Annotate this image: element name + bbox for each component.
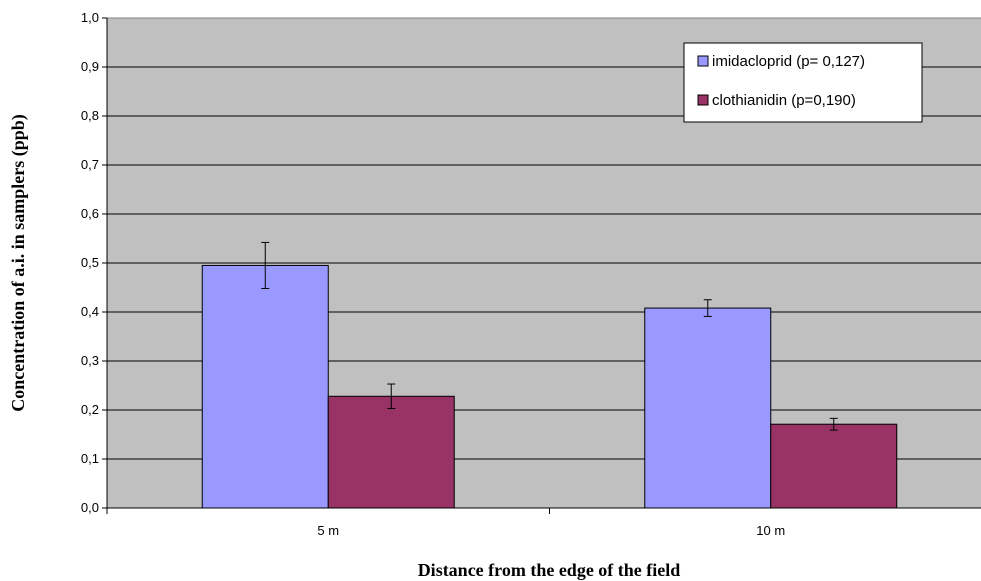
legend-label-imidacloprid: imidacloprid (p= 0,127) bbox=[712, 53, 865, 70]
y-tick-label: 0,9 bbox=[81, 59, 99, 74]
bar-clothianidin-1 bbox=[770, 423, 898, 509]
x-tick-label: 5 m bbox=[317, 523, 339, 538]
x-tick-label: 10 m bbox=[756, 523, 785, 538]
error-bars bbox=[261, 241, 838, 431]
y-tick-label: 0,8 bbox=[81, 108, 99, 123]
bar-imidacloprid-0 bbox=[201, 264, 329, 509]
legend-swatch-imidacloprid bbox=[697, 55, 709, 67]
y-tick-label: 0,4 bbox=[81, 304, 99, 319]
bar-clothianidin-0 bbox=[327, 395, 455, 509]
y-axis-ticks: 0,0 0,1 0,2 0,3 0,4 0,5 0,6 0,7 0,8 0,9 1,0 bbox=[81, 10, 107, 515]
x-axis-title: Distance from the edge of the field bbox=[418, 560, 681, 580]
legend-box bbox=[683, 42, 923, 123]
y-tick-label: 0,7 bbox=[81, 157, 99, 172]
x-axis-ticks: 5 m 10 m bbox=[106, 508, 785, 538]
y-tick-label: 0,6 bbox=[81, 206, 99, 221]
legend-label-clothianidin: clothianidin (p=0,190) bbox=[712, 92, 856, 109]
y-tick-label: 0,3 bbox=[81, 353, 99, 368]
legend-swatch-clothianidin bbox=[697, 94, 709, 106]
y-tick-label: 0,5 bbox=[81, 255, 99, 270]
y-tick-label: 1,0 bbox=[81, 10, 99, 25]
y-tick-label: 0,2 bbox=[81, 402, 99, 417]
y-axis-title: Concentration of a.i. in samplers (ppb) bbox=[8, 114, 29, 412]
y-tick-label: 0,0 bbox=[81, 500, 99, 515]
legend: imidacloprid (p= 0,127) clothianidin (p=… bbox=[683, 42, 923, 123]
bar-imidacloprid-1 bbox=[644, 307, 772, 509]
y-tick-label: 0,1 bbox=[81, 451, 99, 466]
bars bbox=[201, 264, 898, 509]
